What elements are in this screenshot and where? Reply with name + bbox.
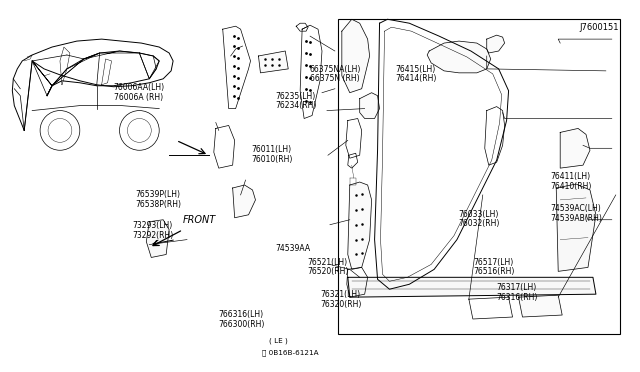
Text: 76517(LH): 76517(LH) [474,258,514,267]
Text: 66375NA(LH): 66375NA(LH) [310,65,361,74]
Text: FRONT: FRONT [183,215,216,225]
Text: 76411(LH): 76411(LH) [550,172,590,181]
Text: 76033(LH): 76033(LH) [458,210,499,219]
Text: 76006A (RH): 76006A (RH) [113,93,163,102]
Text: 73293(LH): 73293(LH) [132,221,173,230]
Text: 76539P(LH): 76539P(LH) [136,190,180,199]
Text: 76011(LH): 76011(LH) [252,145,292,154]
Text: Ⓢ 0B16B-6121A: Ⓢ 0B16B-6121A [262,349,318,356]
Text: 766300(RH): 766300(RH) [218,320,265,328]
Text: 76521(LH): 76521(LH) [307,258,348,267]
Text: 76032(RH): 76032(RH) [458,219,500,228]
Text: 76516(RH): 76516(RH) [474,267,515,276]
Text: 76234(RH): 76234(RH) [276,101,317,110]
Text: 76235(LH): 76235(LH) [276,92,316,101]
Text: 76320(RH): 76320(RH) [320,300,362,309]
Text: J7600151: J7600151 [579,23,619,32]
Text: 73292(RH): 73292(RH) [132,231,174,240]
Text: 76538P(RH): 76538P(RH) [136,200,182,209]
Text: 76316(RH): 76316(RH) [497,293,538,302]
Text: 74539AB(RH): 74539AB(RH) [550,214,602,223]
Polygon shape [556,184,596,271]
Text: ( LE ): ( LE ) [269,337,288,344]
Text: 76010(RH): 76010(RH) [252,155,292,164]
Text: 66375N (RH): 66375N (RH) [310,74,360,83]
Text: 76006AA(LH): 76006AA(LH) [113,83,164,92]
Text: 74539AC(LH): 74539AC(LH) [550,205,601,214]
Text: 76520(RH): 76520(RH) [307,267,349,276]
Text: 76410(RH): 76410(RH) [550,182,591,190]
Polygon shape [348,277,596,297]
Text: 76321(LH): 76321(LH) [320,290,360,299]
Text: 76415(LH): 76415(LH) [395,65,435,74]
Bar [338,19,620,334]
Text: 76317(LH): 76317(LH) [497,283,537,292]
Text: 766316(LH): 766316(LH) [218,310,264,319]
Text: 76414(RH): 76414(RH) [395,74,436,83]
Text: 74539AA: 74539AA [276,244,310,253]
Polygon shape [147,220,169,257]
